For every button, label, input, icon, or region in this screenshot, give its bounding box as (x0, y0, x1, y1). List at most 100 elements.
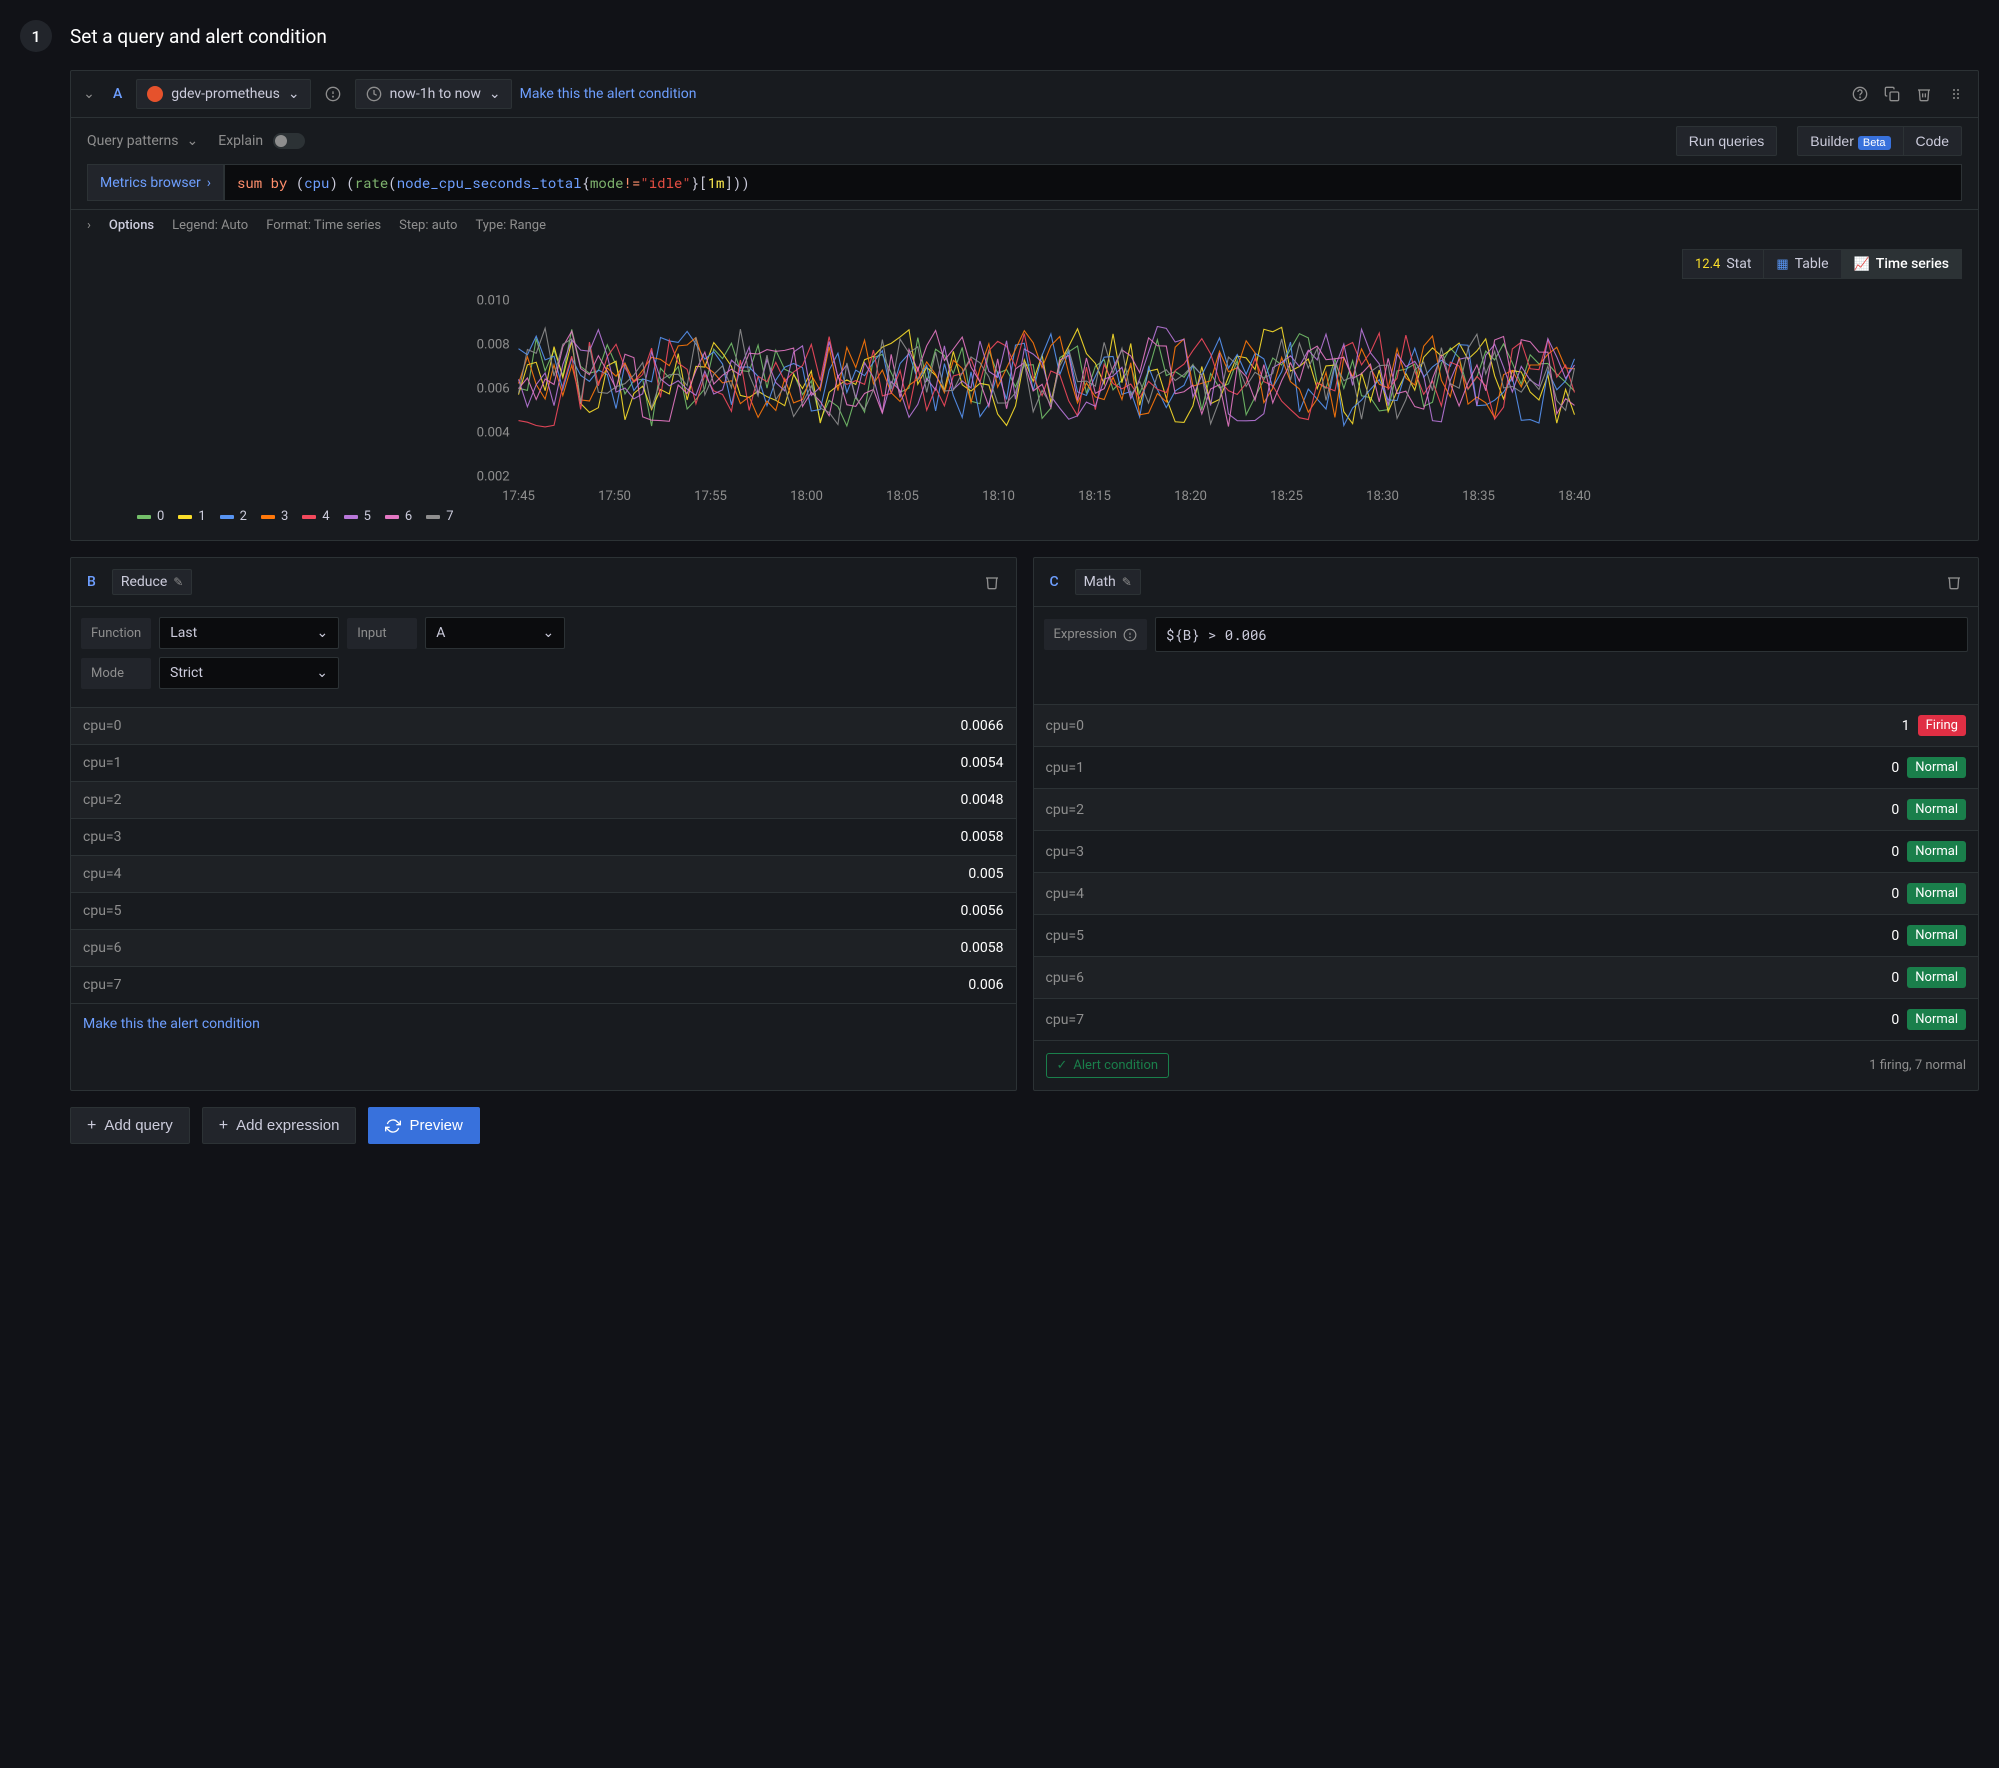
panel-c-header: C Math ✎ (1034, 558, 1979, 607)
metrics-browser-button[interactable]: Metrics browser › (87, 164, 224, 201)
result-value: 0 (1891, 970, 1899, 986)
time-range-label: now-1h to now (390, 86, 481, 102)
input-label: Input (347, 618, 417, 649)
panel-b-delete-icon[interactable] (978, 568, 1006, 596)
query-patterns-button[interactable]: Query patterns ⌄ (87, 133, 198, 149)
step-header: 1 Set a query and alert condition (20, 20, 1979, 52)
preview-button[interactable]: Preview (368, 1107, 479, 1144)
mode-label: Mode (81, 658, 151, 689)
panel-b-type-select[interactable]: Reduce ✎ (112, 569, 192, 595)
result-label: cpu=7 (1046, 1012, 1084, 1028)
panel-c-body: Expression ${B} > 0.006 (1034, 607, 1979, 704)
panel-b-body: Function Last⌄ Input A⌄ Mode Strict⌄ (71, 607, 1016, 707)
make-alert-condition-link[interactable]: Make this the alert condition (520, 86, 697, 102)
add-expression-button[interactable]: +Add expression (202, 1107, 357, 1144)
query-panel-a: ⌄ A gdev-prometheus ⌄ now-1h to now ⌄ Ma… (70, 70, 1979, 541)
chevron-down-icon: ⌄ (288, 86, 300, 102)
result-row: cpu=6 0.0058 (71, 929, 1016, 966)
panel-c-type-select[interactable]: Math ✎ (1075, 569, 1141, 595)
viz-tab-timeseries[interactable]: 📈Time series (1842, 249, 1962, 279)
legend-label: 4 (322, 509, 329, 524)
plus-icon: + (87, 1118, 96, 1134)
svg-text:17:55: 17:55 (694, 489, 727, 504)
delete-icon[interactable] (1910, 80, 1938, 108)
svg-text:0.010: 0.010 (477, 293, 510, 308)
legend-label: 7 (446, 509, 453, 524)
promql-input[interactable]: sum by (cpu) (rate(node_cpu_seconds_tota… (224, 164, 1962, 201)
legend-item[interactable]: 4 (302, 509, 329, 524)
legend-item[interactable]: 6 (385, 509, 412, 524)
input-value: A (436, 625, 445, 641)
add-query-label: Add query (104, 1117, 172, 1134)
collapse-chevron-icon[interactable]: ⌄ (79, 86, 99, 102)
result-row: cpu=70.006 (71, 966, 1016, 1003)
legend-item[interactable]: 7 (426, 509, 453, 524)
result-row: cpu=01Firing (1034, 704, 1979, 746)
svg-text:0.004: 0.004 (477, 425, 511, 440)
stat-label: Stat (1726, 256, 1751, 272)
legend-swatch (220, 515, 234, 519)
step-option: Step: auto (399, 218, 457, 233)
result-label: cpu=4 (1046, 886, 1084, 902)
edit-icon: ✎ (1122, 575, 1132, 589)
timeseries-chart: 0.0020.0040.0060.0080.01017:4517:5017:55… (87, 289, 1962, 509)
help-icon[interactable] (1846, 80, 1874, 108)
chart-legend: 0 123 456 7 (87, 509, 1962, 524)
viz-tab-table[interactable]: ▦Table (1764, 249, 1841, 279)
input-select[interactable]: A⌄ (425, 617, 565, 649)
result-value: 0.0048 (960, 792, 1003, 808)
panel-c-ref-id: C (1044, 574, 1065, 590)
query-patterns-label: Query patterns (87, 133, 179, 149)
result-value: 0.0054 (960, 755, 1003, 771)
copy-icon[interactable] (1878, 80, 1906, 108)
datasource-select[interactable]: gdev-prometheus ⌄ (136, 79, 310, 109)
builder-mode-button[interactable]: BuilderBeta (1797, 126, 1902, 156)
result-value: 0.0058 (960, 940, 1003, 956)
viz-tab-stat[interactable]: 12.4Stat (1682, 249, 1764, 279)
result-label: cpu=5 (1046, 928, 1084, 944)
result-row: cpu=20Normal (1034, 788, 1979, 830)
edit-icon: ✎ (173, 575, 183, 589)
plus-icon: + (219, 1118, 228, 1134)
legend-swatch (385, 515, 399, 519)
legend-item[interactable]: 5 (344, 509, 371, 524)
function-select[interactable]: Last⌄ (159, 617, 339, 649)
make-alert-condition-link-b[interactable]: Make this the alert condition (83, 1016, 260, 1032)
beta-badge: Beta (1858, 136, 1891, 150)
panel-c-type-label: Math (1084, 574, 1116, 590)
result-value: 0.0056 (960, 903, 1003, 919)
result-label: cpu=6 (83, 940, 121, 956)
expression-input[interactable]: ${B} > 0.006 (1155, 617, 1968, 652)
firing-summary: 1 firing, 7 normal (1869, 1058, 1966, 1073)
result-value: 0.0066 (960, 718, 1003, 734)
add-query-button[interactable]: + Add query (70, 1107, 190, 1144)
status-badge: Normal (1907, 757, 1966, 778)
code-mode-button[interactable]: Code (1903, 126, 1962, 156)
legend-item[interactable]: 1 (178, 509, 205, 524)
table-icon: ▦ (1776, 257, 1788, 272)
query-ref-id: A (107, 86, 128, 102)
result-row: cpu=40.005 (71, 855, 1016, 892)
result-label: cpu=6 (1046, 970, 1084, 986)
panel-c-delete-icon[interactable] (1940, 568, 1968, 596)
legend-item[interactable]: 2 (220, 509, 247, 524)
time-range-select[interactable]: now-1h to now ⌄ (355, 79, 512, 109)
explain-toggle[interactable] (273, 133, 305, 149)
legend-swatch (137, 515, 151, 519)
svg-text:18:00: 18:00 (790, 489, 823, 504)
legend-item[interactable]: 3 (261, 509, 288, 524)
legend-item[interactable]: 0 (137, 509, 164, 524)
svg-text:17:50: 17:50 (598, 489, 631, 504)
result-label: cpu=3 (83, 829, 121, 845)
result-value: 0 (1891, 928, 1899, 944)
mode-select[interactable]: Strict⌄ (159, 657, 339, 689)
query-options-row[interactable]: › Options Legend: Auto Format: Time seri… (71, 209, 1978, 241)
chevron-down-icon: ⌄ (316, 665, 328, 681)
drag-handle-icon[interactable] (1942, 80, 1970, 108)
svg-text:17:45: 17:45 (502, 489, 535, 504)
legend-swatch (178, 515, 192, 519)
result-row: cpu=20.0048 (71, 781, 1016, 818)
run-queries-button[interactable]: Run queries (1676, 126, 1778, 156)
legend-label: 1 (198, 509, 205, 524)
datasource-help-icon[interactable] (319, 80, 347, 108)
